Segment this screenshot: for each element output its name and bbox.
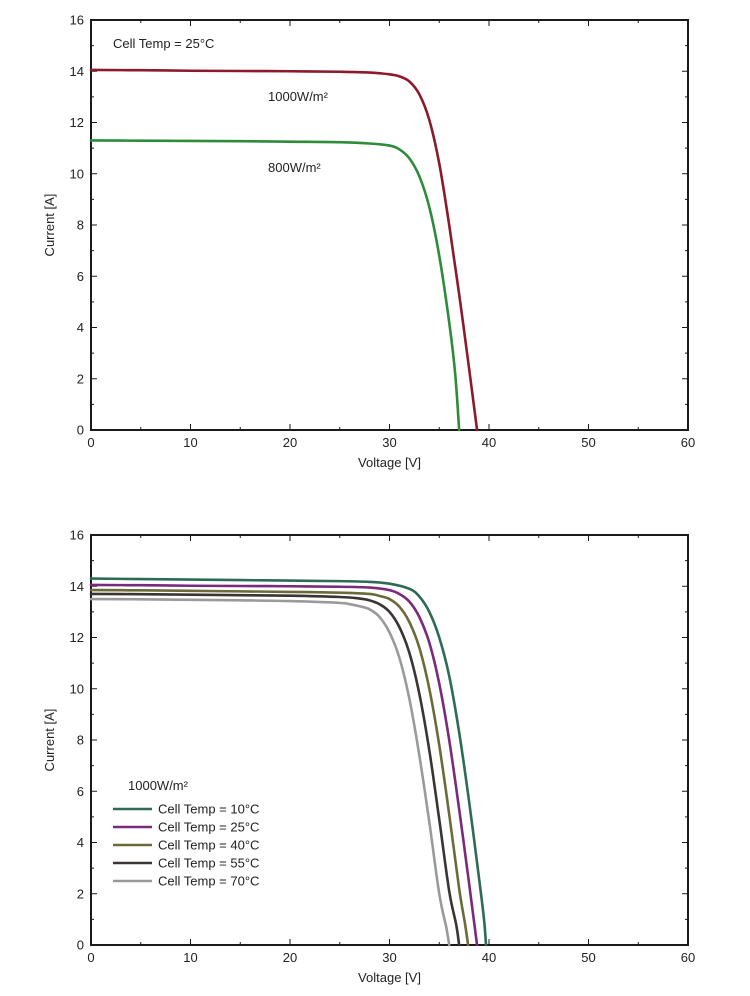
x-tick-label: 0	[87, 950, 94, 965]
legend-label-4: Cell Temp = 70°C	[158, 874, 259, 889]
legend-label-3: Cell Temp = 55°C	[158, 856, 259, 871]
plot-frame	[90, 534, 689, 946]
y-axis-label: Current [A]	[42, 194, 57, 257]
x-tick-label: 20	[283, 950, 297, 965]
y-tick-label: 14	[70, 64, 84, 79]
y-tick-label: 12	[70, 115, 84, 130]
series-line-3	[89, 592, 461, 947]
y-tick-label: 10	[70, 166, 84, 181]
chart-temperature: 0 10 20 30 40 50 60 0 2 4 6 8 10 12 14 16 Voltage [V] Cur…	[42, 528, 695, 986]
legend-label-1: Cell Temp = 25°C	[158, 820, 259, 835]
plot-frame	[90, 19, 689, 431]
y-tick-label: 16	[70, 13, 84, 28]
y-tick-label: 4	[77, 320, 84, 335]
series-line-4	[89, 597, 451, 947]
legend-title: 1000W/m²	[128, 778, 189, 793]
y-tick-label: 6	[77, 784, 84, 799]
x-tick-label: 10	[183, 950, 197, 965]
y-axis-label: Current [A]	[42, 709, 57, 772]
x-tick-label: 40	[482, 950, 496, 965]
y-tick-label: 2	[77, 886, 84, 901]
x-tick-label: 30	[382, 950, 396, 965]
x-axis-label: Voltage [V]	[358, 455, 421, 470]
chart-irradiance: 0 10 20 30 40 50 60 0 2 4 6 8 10 12 14 16 Voltage [V] Cur…	[42, 13, 695, 471]
y-tick-label: 8	[77, 218, 84, 233]
series-line-1	[89, 583, 479, 947]
series-line-0	[89, 68, 479, 432]
x-tick-label: 20	[283, 435, 297, 450]
y-tick-label: 4	[77, 835, 84, 850]
x-tick-label: 30	[382, 435, 396, 450]
x-tick-label: 50	[581, 950, 595, 965]
y-tick-label: 2	[77, 371, 84, 386]
legend-label-0: Cell Temp = 10°C	[158, 802, 259, 817]
y-tick-label: 0	[77, 938, 84, 953]
y-tick-label: 10	[70, 681, 84, 696]
y-tick-label: 0	[77, 423, 84, 438]
series-line-0	[89, 577, 488, 947]
cell-temp-annotation: Cell Temp = 25°C	[113, 36, 214, 51]
y-tick-label: 8	[77, 733, 84, 748]
series-label-1000: 1000W/m²	[268, 89, 329, 104]
x-tick-label: 10	[183, 435, 197, 450]
y-tick-label: 6	[77, 269, 84, 284]
y-tick-label: 12	[70, 630, 84, 645]
series-line-2	[89, 588, 470, 947]
x-tick-label: 60	[681, 950, 695, 965]
x-tick-label: 0	[87, 435, 94, 450]
x-tick-label: 40	[482, 435, 496, 450]
x-tick-label: 60	[681, 435, 695, 450]
series-line-1	[89, 139, 461, 432]
y-tick-label: 14	[70, 579, 84, 594]
series-label-800: 800W/m²	[268, 160, 321, 175]
legend-label-2: Cell Temp = 40°C	[158, 838, 259, 853]
x-axis-label: Voltage [V]	[358, 970, 421, 985]
y-tick-label: 16	[70, 528, 84, 543]
x-tick-label: 50	[581, 435, 595, 450]
